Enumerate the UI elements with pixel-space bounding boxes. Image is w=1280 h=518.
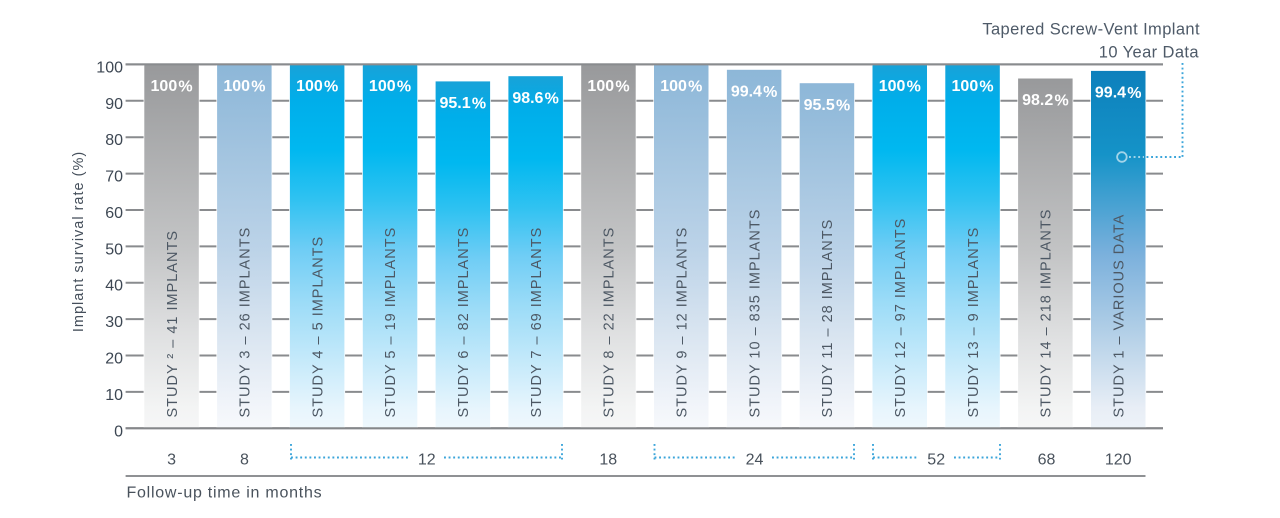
svg-text:68: 68 [1038,452,1056,469]
svg-text:10 Year Data: 10 Year Data [1099,44,1200,62]
svg-text:100%: 100% [952,78,994,95]
svg-text:STUDY 9 – 12 IMPLANTS: STUDY 9 – 12 IMPLANTS [675,227,691,418]
svg-text:STUDY 10 – 835 IMPLANTS: STUDY 10 – 835 IMPLANTS [747,209,763,418]
svg-text:0: 0 [114,423,123,440]
svg-text:20: 20 [105,351,123,368]
svg-text:52: 52 [927,452,945,469]
svg-text:12: 12 [418,452,436,469]
svg-text:STUDY 6 – 82 IMPLANTS: STUDY 6 – 82 IMPLANTS [456,227,472,418]
svg-text:95.1%: 95.1% [440,95,487,112]
svg-text:STUDY 4 – 5 IMPLANTS: STUDY 4 – 5 IMPLANTS [310,236,326,418]
svg-text:10: 10 [105,387,123,404]
svg-text:100: 100 [96,59,123,76]
svg-text:STUDY 14 – 218 IMPLANTS: STUDY 14 – 218 IMPLANTS [1039,209,1055,418]
svg-text:98.2%: 98.2% [1022,92,1069,109]
svg-text:18: 18 [599,452,617,469]
svg-text:Tapered Screw-Vent Implant: Tapered Screw-Vent Implant [982,21,1200,39]
svg-text:STUDY 5 – 19 IMPLANTS: STUDY 5 – 19 IMPLANTS [383,227,399,418]
svg-text:STUDY 7 – 69 IMPLANTS: STUDY 7 – 69 IMPLANTS [529,227,545,418]
svg-text:100%: 100% [369,78,411,95]
svg-text:STUDY 1 – VARIOUS DATA: STUDY 1 – VARIOUS DATA [1111,214,1127,418]
svg-text:8: 8 [240,452,249,469]
svg-text:98.6%: 98.6% [512,90,559,107]
svg-text:30: 30 [105,314,123,331]
svg-text:24: 24 [746,452,764,469]
svg-text:100%: 100% [151,78,193,95]
svg-text:Follow-up time in months: Follow-up time in months [127,485,323,502]
svg-text:40: 40 [105,278,123,295]
svg-text:95.5%: 95.5% [804,97,851,114]
svg-text:3: 3 [167,452,176,469]
svg-text:STUDY 12 – 97 IMPLANTS: STUDY 12 – 97 IMPLANTS [893,218,909,418]
svg-text:100%: 100% [660,78,702,95]
svg-text:90: 90 [105,96,123,113]
svg-text:80: 80 [105,132,123,149]
svg-text:STUDY 13 – 9 IMPLANTS: STUDY 13 – 9 IMPLANTS [966,227,982,418]
svg-text:60: 60 [105,205,123,222]
svg-text:120: 120 [1105,452,1132,469]
svg-text:STUDY 11 – 28 IMPLANTS: STUDY 11 – 28 IMPLANTS [820,219,836,418]
svg-text:100%: 100% [296,78,338,95]
svg-text:Implant survival rate (%): Implant survival rate (%) [71,151,87,332]
svg-text:50: 50 [105,241,123,258]
svg-text:100%: 100% [223,78,265,95]
svg-text:99.4%: 99.4% [1095,85,1142,102]
svg-text:100%: 100% [587,78,629,95]
svg-text:STUDY ² – 41 IMPLANTS: STUDY ² – 41 IMPLANTS [165,230,181,418]
svg-text:70: 70 [105,169,123,186]
svg-text:99.4%: 99.4% [731,83,778,100]
svg-text:STUDY 3 – 26 IMPLANTS: STUDY 3 – 26 IMPLANTS [238,227,254,418]
svg-text:STUDY 8 – 22 IMPLANTS: STUDY 8 – 22 IMPLANTS [602,227,618,418]
svg-text:100%: 100% [879,78,921,95]
